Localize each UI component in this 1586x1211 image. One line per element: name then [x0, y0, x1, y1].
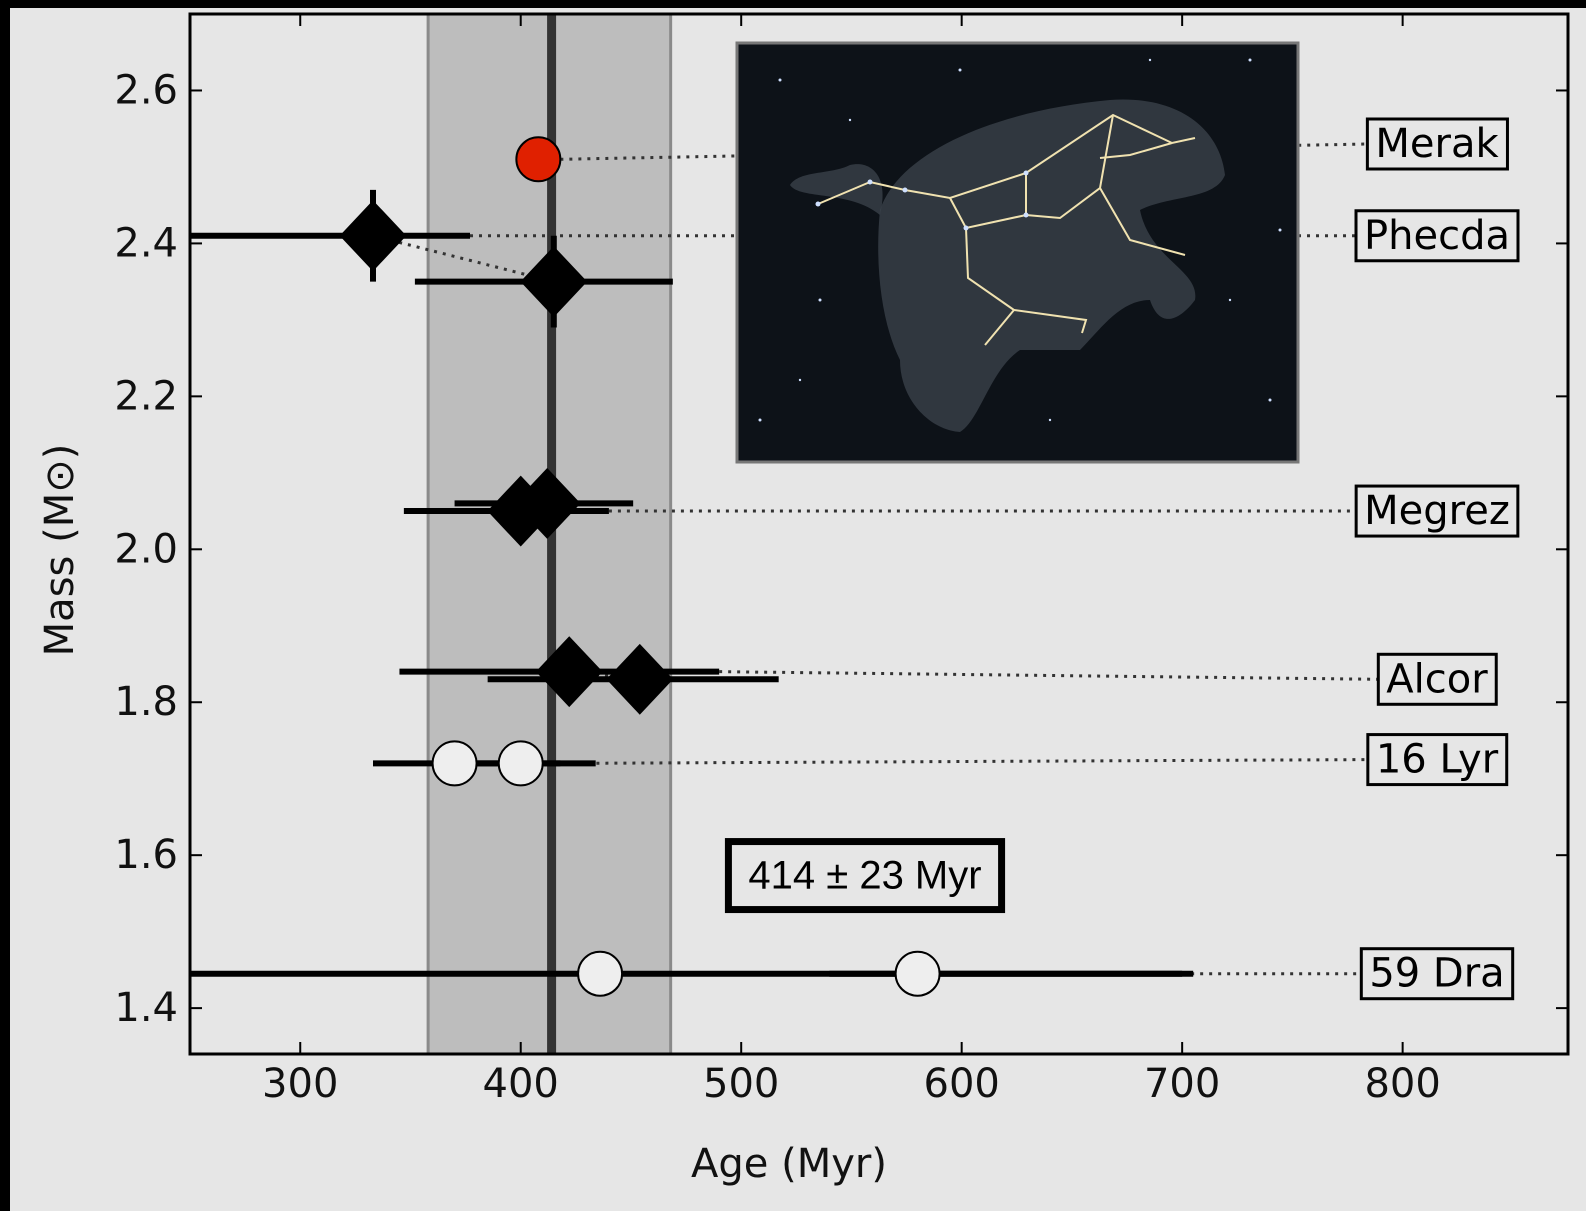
y-tick-label: 2.4 [114, 220, 178, 266]
x-tick-label: 300 [262, 1061, 338, 1107]
y-axis-label: Mass (M⊙) [37, 444, 83, 657]
circle-point [499, 741, 543, 785]
chart: Merak Phecda Megrez Alcor 16 Lyr 59 Dra 414 ± … [0, 0, 1586, 1211]
series-label: Phecda [1364, 213, 1510, 259]
series-label: Alcor [1386, 656, 1488, 702]
y-tick-label: 1.4 [114, 985, 178, 1031]
x-axis-label: Age (Myr) [691, 1141, 887, 1187]
x-tick-label: 400 [483, 1061, 559, 1107]
series-label: 16 Lyr [1376, 737, 1499, 783]
y-tick-label: 1.6 [114, 832, 178, 878]
circle-point [896, 952, 940, 996]
x-tick-label: 600 [924, 1061, 1000, 1107]
series-label: 59 Dra [1369, 951, 1504, 997]
x-tick-label: 800 [1364, 1061, 1440, 1107]
x-tick-label: 500 [703, 1061, 779, 1107]
y-tick-label: 2.6 [114, 67, 178, 113]
circle-point [516, 137, 560, 181]
circle-point [433, 741, 477, 785]
series-label: Merak [1375, 121, 1499, 167]
inset-image [737, 43, 1298, 462]
annotation: 414 ± 23 Myr [748, 854, 981, 898]
x-tick-label: 700 [1144, 1061, 1220, 1107]
series-label: Megrez [1364, 488, 1510, 534]
y-tick-label: 1.8 [114, 679, 178, 725]
y-tick-label: 2.2 [114, 373, 178, 419]
circle-point [578, 952, 622, 996]
y-tick-label: 2.0 [114, 526, 178, 572]
